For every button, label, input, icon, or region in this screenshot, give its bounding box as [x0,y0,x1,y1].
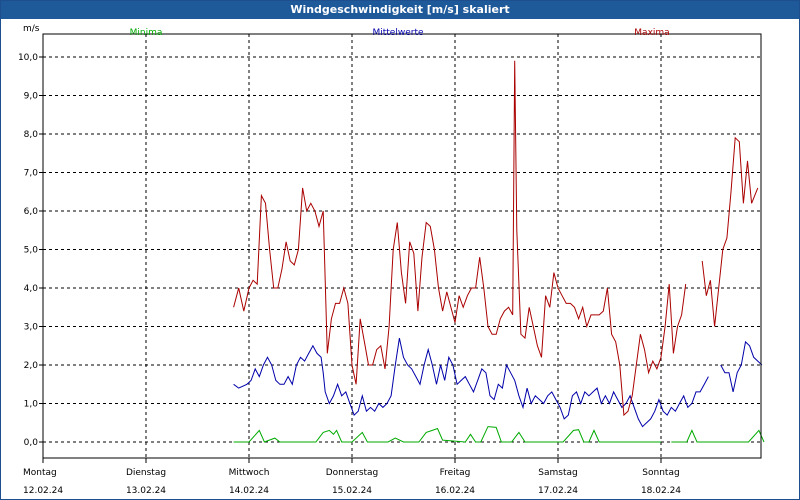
series-line-maxima [701,136,759,327]
legend-maxima: Maxima [634,28,669,38]
y-tick-label: 3,0 [24,323,39,333]
plot-frame [42,33,762,459]
y-tick-label: 9,0 [24,92,39,102]
y-tick-label: 10,0 [18,53,38,63]
y-tick-label: 5,0 [24,246,39,256]
y-tick-label: 4,0 [24,284,39,294]
x-tick-date: 16.02.24 [435,486,475,496]
series-line-mittelwerte [720,340,763,393]
x-tick-date: 18.02.24 [641,486,681,496]
series-line-minima [671,429,765,443]
x-tick-day: Montag [23,468,57,478]
window-title: Windgeschwindigkeit [m/s] skaliert [1,1,799,19]
x-tick-date: 13.02.24 [126,486,166,496]
y-tick-label: 8,0 [24,130,39,140]
y-tick-label: 0,0 [24,438,39,448]
x-tick-day: Sonntag [642,468,679,478]
x-tick-date: 14.02.24 [229,486,269,496]
axes [39,33,762,463]
series-line-mittelwerte [233,337,709,428]
x-tick-day: Donnerstag [326,468,379,478]
x-tick-day: Dienstag [126,468,166,478]
y-tick-label: 7,0 [24,169,39,179]
legend-minima: Minima [130,28,163,38]
series-line-minima [233,426,661,443]
y-axis-label: m/s [23,24,40,34]
series-lines [233,60,765,443]
wind-speed-chart: 0,0 1,0 2,0 3,0 4,0 5,0 6,0 7,0 8,0 9,0 10,0 Montag… [18,24,765,496]
legend-mittelwerte: Mittelwerte [372,28,423,38]
x-tick-date: 12.02.24 [23,486,63,496]
x-tick-day: Mittwoch [229,468,270,478]
x-tick-day: Freitag [440,468,471,478]
y-tick-label: 6,0 [24,207,39,217]
series-line-maxima [233,60,687,417]
x-tick-date: 17.02.24 [538,486,578,496]
y-tick-label: 2,0 [24,361,39,371]
x-tick-day: Samstag [538,468,577,478]
grid [43,34,761,458]
labels: 0,0 1,0 2,0 3,0 4,0 5,0 6,0 7,0 8,0 9,0 10,0 Montag… [18,24,681,496]
x-tick-date: 15.02.24 [332,486,372,496]
y-tick-label: 1,0 [24,400,39,410]
